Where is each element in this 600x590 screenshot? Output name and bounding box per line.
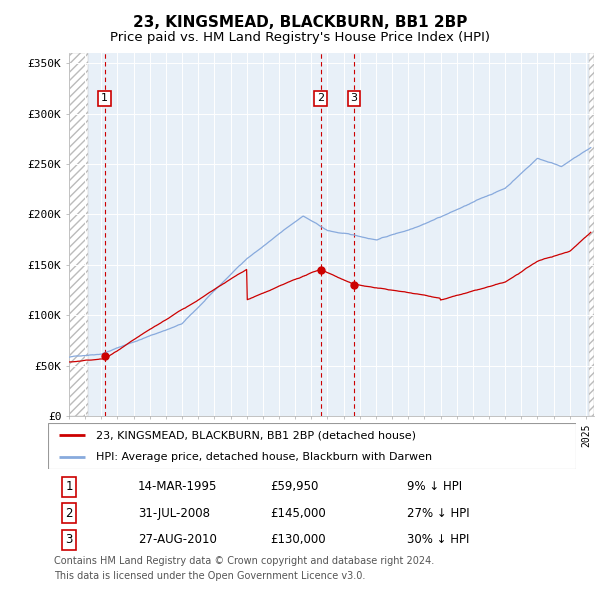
Text: 9% ↓ HPI: 9% ↓ HPI [407,480,462,493]
Text: This data is licensed under the Open Government Licence v3.0.: This data is licensed under the Open Gov… [54,571,365,581]
Text: 27-AUG-2010: 27-AUG-2010 [138,533,217,546]
Text: Price paid vs. HM Land Registry's House Price Index (HPI): Price paid vs. HM Land Registry's House … [110,31,490,44]
Bar [69,53,88,416]
Text: £145,000: £145,000 [270,507,326,520]
Text: 3: 3 [65,533,73,546]
Text: 27% ↓ HPI: 27% ↓ HPI [407,507,470,520]
Text: 14-MAR-1995: 14-MAR-1995 [138,480,217,493]
Text: 1: 1 [101,93,108,103]
Text: HPI: Average price, detached house, Blackburn with Darwen: HPI: Average price, detached house, Blac… [95,451,431,461]
Text: 23, KINGSMEAD, BLACKBURN, BB1 2BP (detached house): 23, KINGSMEAD, BLACKBURN, BB1 2BP (detac… [95,431,416,441]
Text: Contains HM Land Registry data © Crown copyright and database right 2024.: Contains HM Land Registry data © Crown c… [54,556,434,566]
Text: 2: 2 [317,93,324,103]
Bar [589,53,594,416]
Text: £59,950: £59,950 [270,480,318,493]
Text: 30% ↓ HPI: 30% ↓ HPI [407,533,469,546]
Text: 31-JUL-2008: 31-JUL-2008 [138,507,210,520]
Text: £130,000: £130,000 [270,533,325,546]
Text: 3: 3 [350,93,358,103]
Text: 23, KINGSMEAD, BLACKBURN, BB1 2BP: 23, KINGSMEAD, BLACKBURN, BB1 2BP [133,15,467,30]
Text: 1: 1 [65,480,73,493]
Text: 2: 2 [65,507,73,520]
